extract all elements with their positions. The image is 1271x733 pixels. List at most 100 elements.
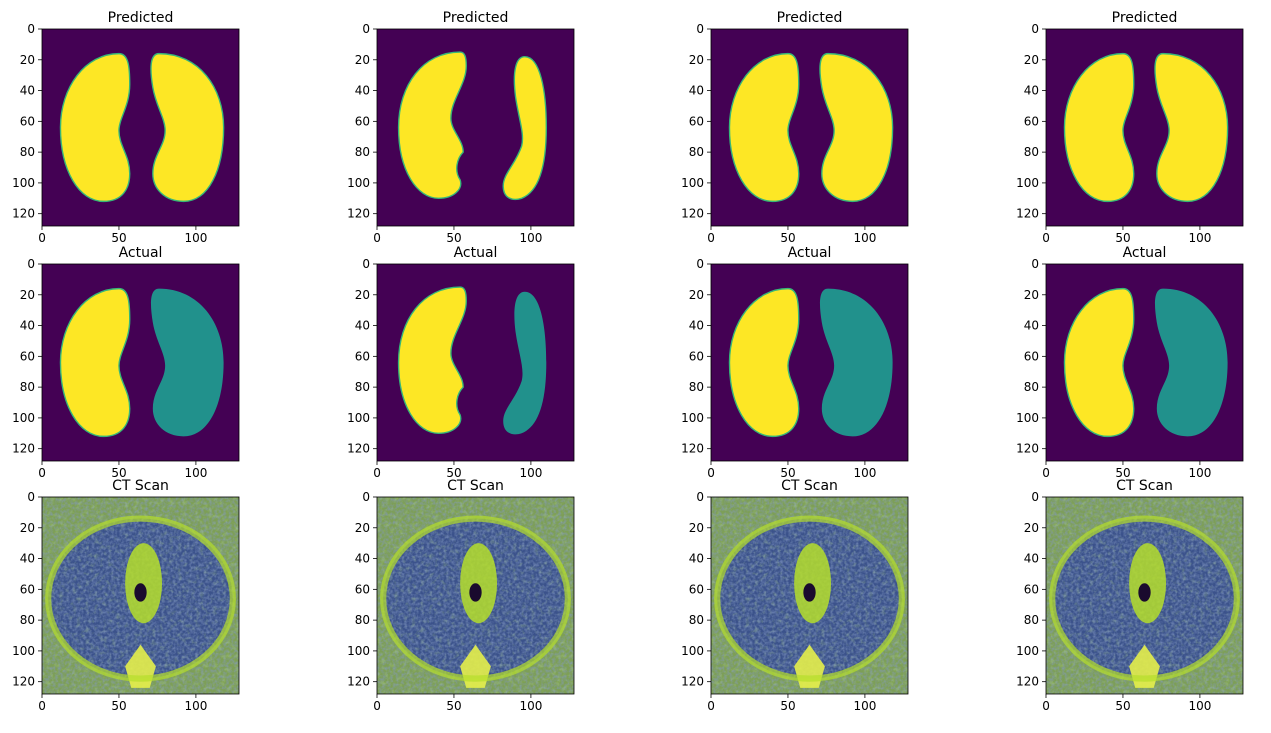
panel-r0c3: Predicted 0 50 100 0 20 40 60 80 100 120 [1016,10,1244,245]
y-tick-label: 20 [689,521,704,535]
y-tick-label: 80 [20,145,35,159]
x-tick-label: 50 [111,699,126,713]
y-tick-label: 100 [12,176,35,190]
axes-frame [710,263,909,462]
left-lung-mask [1063,52,1135,203]
x-tick-label: 50 [1115,231,1130,245]
right-lung-mask [1154,52,1229,203]
y-tick-label: 100 [1016,644,1039,658]
y-tick-label: 60 [20,349,35,363]
right-lung-mask [150,288,224,437]
panel-title: Predicted [777,10,843,26]
x-tick-label: 0 [373,466,381,480]
y-tick-label: 60 [689,349,704,363]
panel-title: Actual [1123,245,1167,261]
x-tick-label: 100 [853,231,876,245]
mediastinum [460,543,498,624]
x-tick-label: 100 [1188,466,1211,480]
mediastinum [125,543,163,624]
x-tick-label: 0 [1042,466,1050,480]
x-tick-label: 100 [184,699,207,713]
y-tick-label: 80 [355,613,370,627]
y-tick-label: 120 [347,442,370,456]
y-tick-label: 100 [12,644,35,658]
panel-r1c3: Actual 0 50 100 0 20 40 60 80 100 120 [1016,245,1244,480]
x-tick-label: 0 [38,699,46,713]
image-content [1063,52,1229,203]
left-lung-mask [59,287,131,438]
x-tick-label: 0 [707,466,715,480]
y-tick-label: 20 [355,288,370,302]
y-tick-label: 80 [1024,380,1039,394]
left-lung-mask [59,52,131,203]
image-content [728,287,893,438]
panel-r2c0: CT Scan 0 50 100 0 20 40 60 80 100 120 [12,478,240,713]
panel-title: CT Scan [781,478,838,494]
x-tick-label: 50 [446,466,461,480]
y-tick-label: 0 [27,490,35,504]
x-tick-label: 100 [853,466,876,480]
y-tick-label: 40 [1024,84,1039,98]
y-tick-label: 120 [12,207,35,221]
y-tick-label: 0 [1031,257,1039,271]
x-tick-label: 50 [1115,466,1130,480]
y-tick-label: 0 [27,257,35,271]
image-content [728,52,894,203]
axes-frame [41,263,240,462]
y-tick-label: 100 [347,411,370,425]
y-tick-label: 40 [20,552,35,566]
y-tick-label: 100 [681,644,704,658]
axes-frame [710,28,909,227]
y-tick-label: 60 [689,114,704,128]
x-tick-label: 0 [373,231,381,245]
y-tick-label: 40 [1024,319,1039,333]
y-tick-label: 20 [1024,288,1039,302]
panel-r2c1: CT Scan 0 50 100 0 20 40 60 80 100 120 [347,478,575,713]
panel-r1c2: Actual 0 50 100 0 20 40 60 80 100 120 [681,245,909,480]
axes-frame [1045,263,1244,462]
x-tick-label: 0 [1042,699,1050,713]
image-content [1046,497,1243,694]
axes-frame [41,496,240,695]
axes-frame [41,28,240,227]
image-content [377,497,574,694]
y-tick-label: 120 [1016,442,1039,456]
y-tick-label: 80 [355,145,370,159]
panel-r1c1: Actual 0 50 100 0 20 40 60 80 100 120 [347,245,575,480]
y-tick-label: 40 [355,552,370,566]
y-tick-label: 80 [689,613,704,627]
y-tick-label: 120 [681,442,704,456]
y-tick-label: 20 [689,53,704,67]
axes-frame [1045,28,1244,227]
y-tick-label: 40 [689,552,704,566]
axes-frame [376,263,575,462]
x-tick-label: 0 [373,699,381,713]
panel-title: CT Scan [1116,478,1173,494]
panel-r2c3: CT Scan 0 50 100 0 20 40 60 80 100 120 [1016,478,1244,713]
y-tick-label: 80 [1024,613,1039,627]
y-tick-label: 60 [1024,582,1039,596]
y-tick-label: 120 [681,675,704,689]
y-tick-label: 100 [347,176,370,190]
right-lung-mask [819,52,894,203]
y-tick-label: 40 [20,84,35,98]
y-tick-label: 80 [355,380,370,394]
y-tick-label: 20 [1024,521,1039,535]
image-content [1063,287,1228,438]
image-content [59,287,224,438]
x-tick-label: 50 [446,231,461,245]
x-tick-label: 50 [780,466,795,480]
x-tick-label: 0 [1042,231,1050,245]
left-lung-mask [397,286,467,434]
rib-cage [45,515,236,682]
y-tick-label: 40 [1024,552,1039,566]
panel-title: CT Scan [447,478,504,494]
right-lung-mask [819,288,893,437]
y-tick-label: 80 [689,145,704,159]
y-tick-label: 40 [355,319,370,333]
y-tick-label: 0 [696,490,704,504]
airway [469,583,482,602]
x-tick-label: 0 [38,231,46,245]
x-tick-label: 50 [1115,699,1130,713]
